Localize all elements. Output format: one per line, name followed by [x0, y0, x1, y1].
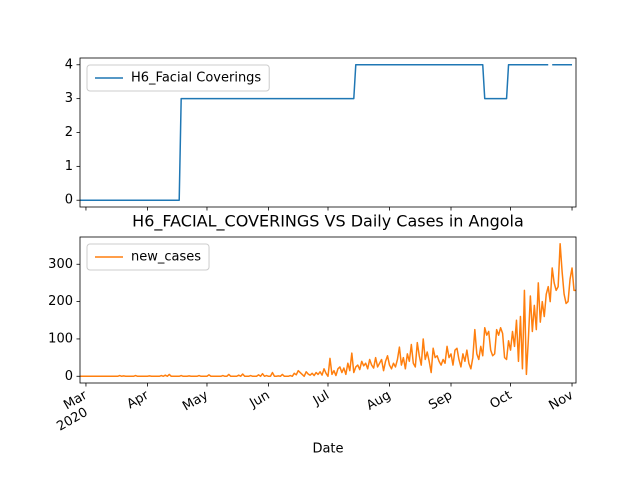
x-tick-label: Apr: [124, 387, 152, 412]
legend: new_cases: [86, 243, 210, 271]
y-tick-label: 2: [65, 125, 73, 140]
x-tick-label: Jul: [310, 388, 332, 409]
legend-box: [86, 243, 210, 271]
x-tick-label: Jun: [246, 388, 272, 412]
y-tick-label: 0: [65, 193, 73, 208]
x-tick-label: Oct: [487, 388, 514, 412]
y-tick-label: 1: [65, 159, 73, 174]
y-tick-label: 4: [65, 57, 73, 72]
legend-label: H6_Facial Coverings: [131, 71, 261, 86]
y-tick-label: 300: [48, 257, 73, 272]
y-tick-label: 3: [65, 91, 73, 106]
x-tick-label: Nov: [546, 387, 576, 413]
legend-box: [86, 64, 270, 92]
data-line: [80, 242, 576, 378]
y-tick-label: 0: [65, 369, 73, 384]
x-tick-label: May: [180, 387, 211, 414]
data-line: [80, 64, 573, 201]
legend-label: new_cases: [131, 250, 201, 265]
legend: H6_Facial Coverings: [86, 64, 270, 92]
x-tick-label: Sep: [426, 388, 455, 413]
y-tick-label: 100: [48, 331, 73, 346]
chart-title: H6_FACIAL_COVERINGS VS Daily Cases in An…: [132, 212, 524, 232]
x-tick-label: Aug: [364, 388, 393, 414]
x-tick-label: Mar2020: [47, 387, 98, 434]
x-axis-label: Date: [312, 442, 343, 457]
y-tick-label: 200: [48, 294, 73, 309]
